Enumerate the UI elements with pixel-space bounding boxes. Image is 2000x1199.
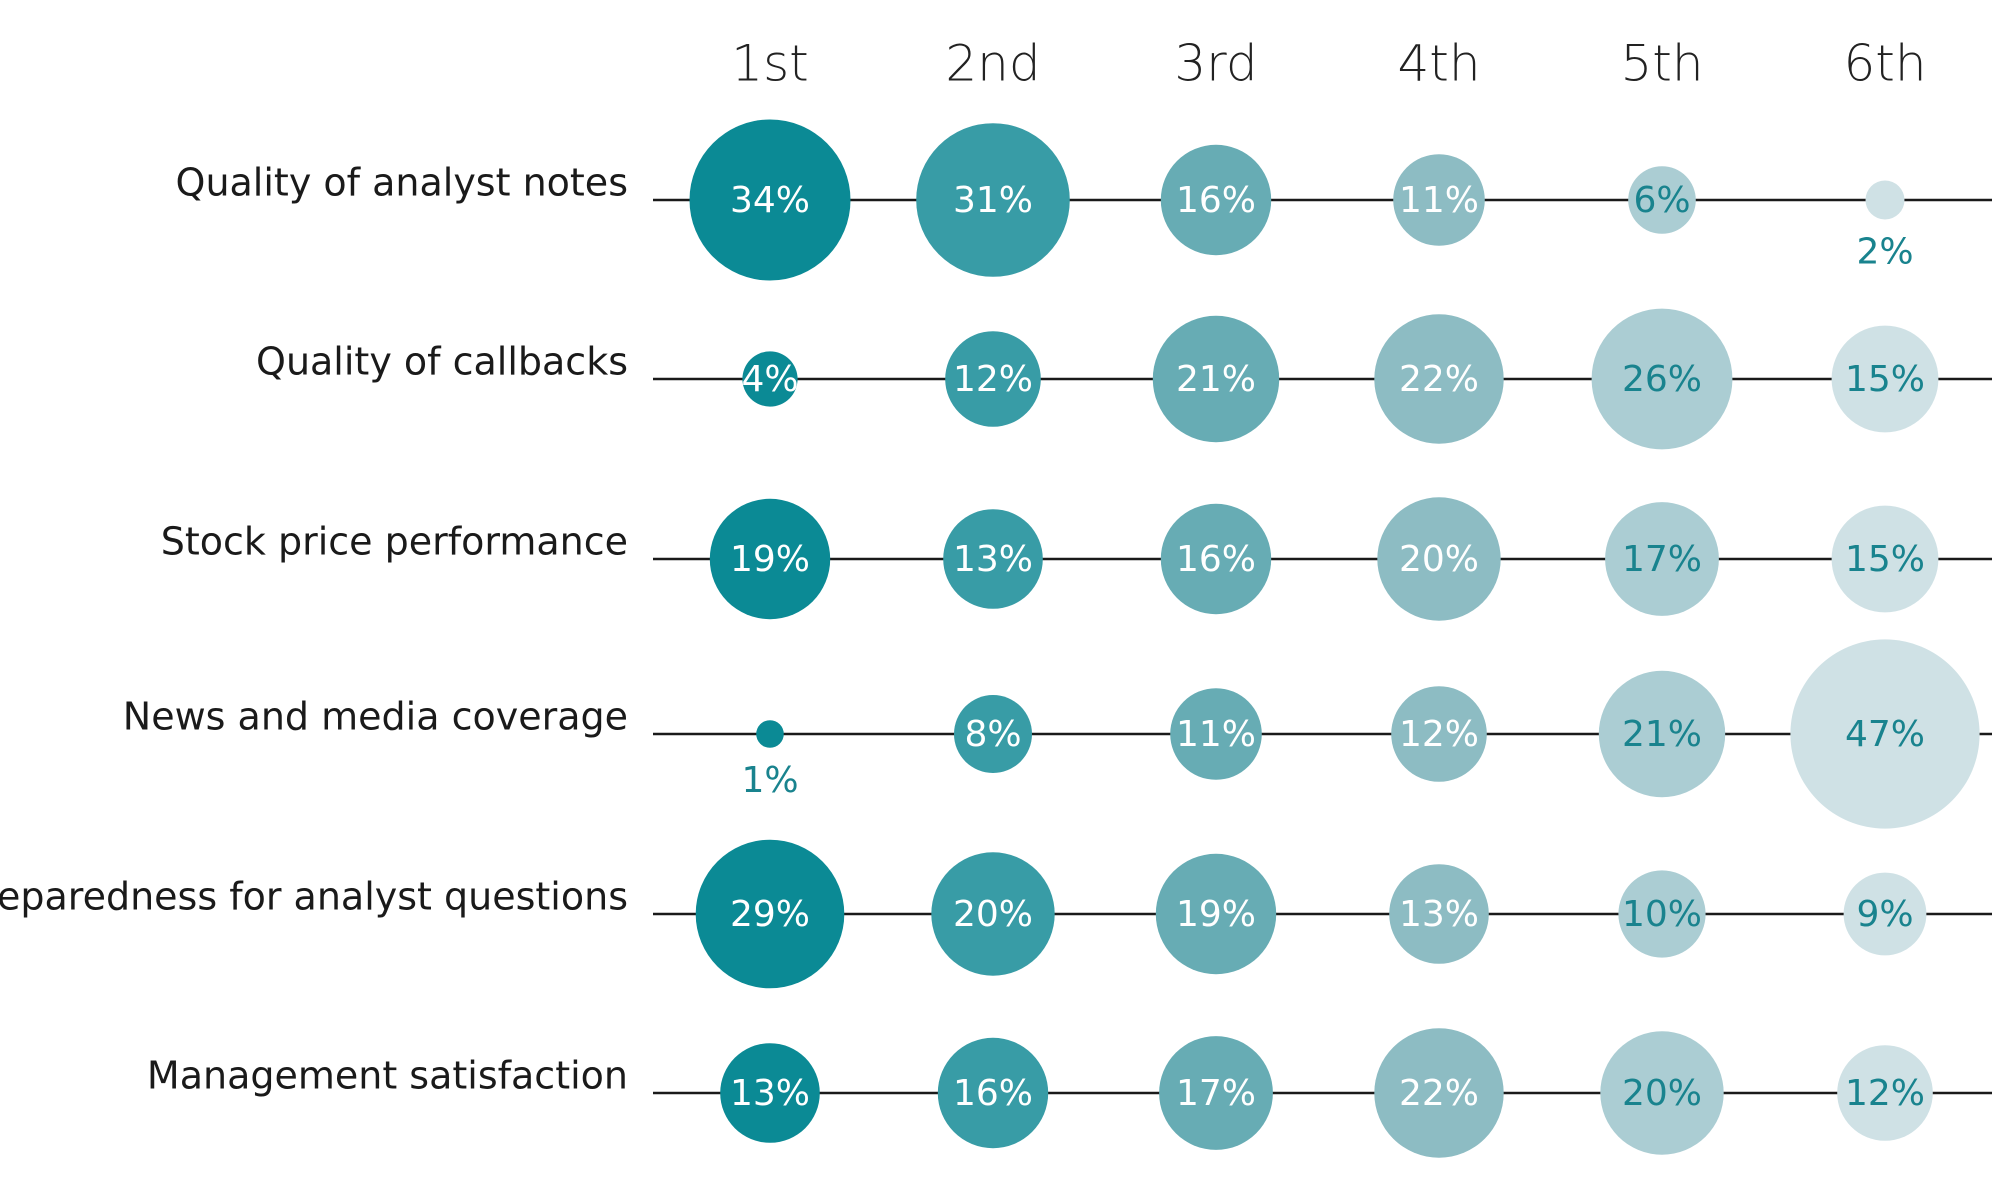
bubble-value-label: 13% bbox=[1399, 894, 1479, 935]
bubble-value-label: 20% bbox=[1399, 539, 1479, 580]
column-label-6th: 6th bbox=[1843, 35, 1926, 93]
bubble bbox=[1159, 1036, 1273, 1150]
bubble bbox=[1374, 314, 1504, 444]
chart-rows: Quality of analyst notes 34% 31% 16% 11% 6% 2%… bbox=[0, 119, 1992, 1158]
bubble bbox=[1160, 144, 1272, 256]
bubble-value-label: 16% bbox=[953, 1073, 1033, 1114]
row-label: Stock price performance bbox=[161, 520, 628, 564]
bubble bbox=[1831, 325, 1939, 433]
bubble bbox=[1790, 639, 1980, 829]
bubble bbox=[954, 695, 1032, 773]
bubble bbox=[709, 498, 831, 620]
bubble bbox=[756, 720, 784, 748]
column-label-5th: 5th bbox=[1620, 35, 1703, 93]
bubble-value-label: 17% bbox=[1622, 539, 1702, 580]
bubble-value-label: 11% bbox=[1399, 180, 1479, 221]
bubble-value-label: 47% bbox=[1845, 714, 1925, 755]
bubble-value-label: 21% bbox=[1622, 714, 1702, 755]
bubble-value-label: 12% bbox=[1399, 714, 1479, 755]
bubble bbox=[1600, 1031, 1724, 1155]
bubble bbox=[1160, 503, 1272, 615]
bubble-value-label: 22% bbox=[1399, 359, 1479, 400]
bubble-value-label: 31% bbox=[953, 180, 1033, 221]
bubble bbox=[945, 331, 1041, 427]
bubble-value-label: 17% bbox=[1176, 1073, 1256, 1114]
chart-row: Management satisfaction 13% 16% 17% 22% 20% 12… bbox=[147, 1028, 1992, 1158]
bubble bbox=[689, 119, 851, 281]
bubble bbox=[1628, 166, 1696, 234]
bubble bbox=[916, 123, 1070, 277]
bubble-value-label: 21% bbox=[1176, 359, 1256, 400]
bubble bbox=[1393, 154, 1485, 246]
bubble-value-label: 9% bbox=[1856, 894, 1913, 935]
bubble-value-label: 11% bbox=[1176, 714, 1256, 755]
chart-row: News and media coverage 1% 8% 11% 12% 21% 47% bbox=[123, 639, 1992, 829]
bubble-value-label: 15% bbox=[1845, 359, 1925, 400]
bubble-value-label: 16% bbox=[1176, 539, 1256, 580]
bubble bbox=[720, 1043, 820, 1143]
column-labels: 1st 2nd 3rd 4th 5th 6th bbox=[731, 35, 1926, 93]
bubble bbox=[943, 509, 1043, 609]
bubble bbox=[1598, 670, 1726, 798]
bubble-value-label: 34% bbox=[730, 180, 810, 221]
bubble bbox=[937, 1037, 1049, 1149]
column-label-2nd: 2nd bbox=[945, 35, 1040, 93]
row-label: Preparedness for analyst questions bbox=[0, 875, 628, 919]
row-label: News and media coverage bbox=[123, 695, 628, 739]
bubble bbox=[1391, 686, 1487, 782]
column-label-1st: 1st bbox=[731, 35, 808, 93]
bubble-value-label: 20% bbox=[953, 894, 1033, 935]
bubble bbox=[1170, 688, 1262, 780]
chart-row: Quality of analyst notes 34% 31% 16% 11% 6% 2% bbox=[176, 119, 1992, 281]
bubble-value-label: 20% bbox=[1622, 1073, 1702, 1114]
bubble-value-label: 19% bbox=[1176, 894, 1256, 935]
bubble-value-label: 22% bbox=[1399, 1073, 1479, 1114]
bubble bbox=[1374, 1028, 1504, 1158]
bubble-value-label: 2% bbox=[1856, 232, 1913, 273]
row-label: Management satisfaction bbox=[147, 1054, 628, 1098]
bubble bbox=[1591, 308, 1733, 450]
bubble bbox=[1618, 870, 1706, 958]
bubble-value-label: 15% bbox=[1845, 539, 1925, 580]
bubble bbox=[1831, 505, 1939, 613]
bubble bbox=[742, 351, 798, 407]
bubble-value-label: 10% bbox=[1622, 894, 1702, 935]
row-label: Quality of callbacks bbox=[256, 340, 628, 384]
bubble bbox=[1389, 864, 1489, 964]
bubble-value-label: 12% bbox=[1845, 1073, 1925, 1114]
bubble-value-label: 6% bbox=[1633, 180, 1690, 221]
bubble bbox=[1843, 872, 1927, 956]
bubble-value-label: 16% bbox=[1176, 180, 1256, 221]
chart-row: Stock price performance 19% 13% 16% 20% 17% 15… bbox=[161, 497, 1992, 621]
bubble-value-label: 12% bbox=[953, 359, 1033, 400]
row-label: Quality of analyst notes bbox=[176, 161, 628, 205]
chart-row: Preparedness for analyst questions 29% 20%… bbox=[0, 839, 1992, 989]
bubble bbox=[1605, 502, 1719, 616]
bubble bbox=[1377, 497, 1501, 621]
bubble bbox=[931, 852, 1055, 976]
chart-row: Quality of callbacks 4% 12% 21% 22% 26% 15% bbox=[256, 308, 1992, 450]
bubble-value-label: 13% bbox=[730, 1073, 810, 1114]
bubble bbox=[1155, 853, 1277, 975]
bubble bbox=[1865, 180, 1905, 220]
column-label-4th: 4th bbox=[1397, 35, 1480, 93]
bubble bbox=[695, 839, 845, 989]
bubble bbox=[1837, 1045, 1933, 1141]
bubble-value-label: 26% bbox=[1622, 359, 1702, 400]
bubble-value-label: 4% bbox=[741, 359, 798, 400]
bubble-value-label: 1% bbox=[741, 760, 798, 801]
bubble bbox=[1152, 315, 1280, 443]
bubble-value-label: 19% bbox=[730, 539, 810, 580]
column-label-3rd: 3rd bbox=[1174, 35, 1257, 93]
bubble-value-label: 13% bbox=[953, 539, 1033, 580]
bubble-value-label: 8% bbox=[964, 714, 1021, 755]
bubble-value-label: 29% bbox=[730, 894, 810, 935]
